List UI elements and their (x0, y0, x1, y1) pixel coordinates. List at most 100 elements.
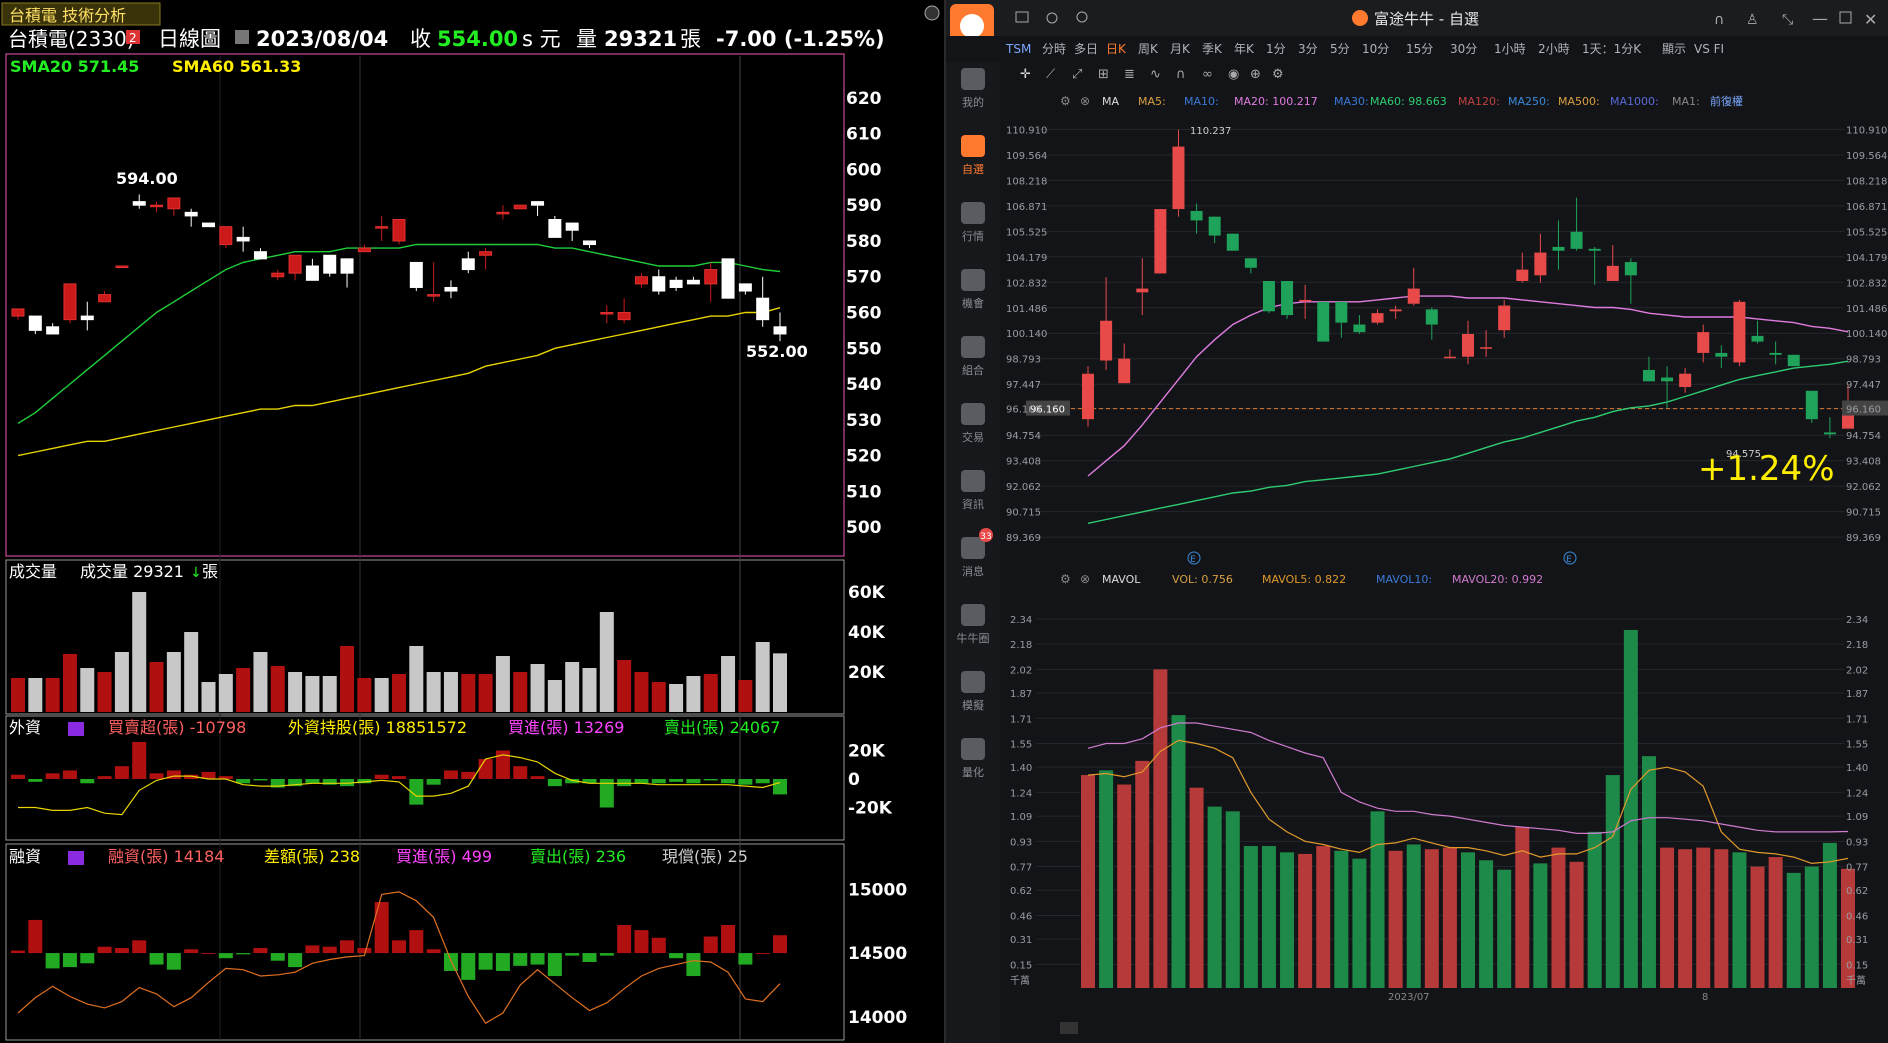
volume-bar (1352, 858, 1367, 988)
link-icon[interactable]: ∞ (1202, 67, 1213, 82)
vol-tick-left: 2.02 (1010, 665, 1032, 676)
margin-bar (253, 947, 268, 954)
tab-3[interactable]: 周K (1138, 42, 1159, 56)
tab-7[interactable]: 1分 (1266, 42, 1286, 56)
close-icon[interactable]: ✕ (1864, 10, 1877, 29)
volume-bar (270, 666, 285, 712)
tab-5[interactable]: 季K (1202, 42, 1223, 56)
sidebar-item-6[interactable]: 資訊 (961, 470, 985, 511)
margin-list-icon[interactable] (68, 851, 84, 865)
sidebar-label: 消息 (962, 564, 984, 578)
margin-bar (166, 953, 181, 970)
eye-icon[interactable]: ◉ (1228, 67, 1239, 82)
volume-bar (374, 678, 389, 712)
vol-tick: 0.31 (1846, 935, 1868, 946)
minimize-icon[interactable]: — (1812, 9, 1828, 28)
candle (1588, 246, 1601, 285)
svg-text:E: E (1566, 555, 1572, 565)
tab-15[interactable]: 1天：1分K (1582, 42, 1642, 56)
crosshair-icon[interactable]: ✛ (1020, 67, 1031, 82)
volume-bar (288, 672, 303, 712)
channel-tool-icon[interactable]: ⊞ (1098, 67, 1109, 82)
tab-12[interactable]: 30分 (1450, 42, 1477, 56)
event-marker-1[interactable] (1187, 551, 1201, 565)
volume-bar (1732, 852, 1747, 988)
magnet-icon[interactable]: ∩ (1176, 67, 1186, 82)
volume-bar (669, 684, 684, 712)
tab-1[interactable]: 多日 (1074, 42, 1098, 56)
sidebar-item-5[interactable]: 交易 (961, 403, 985, 444)
candle (617, 298, 631, 324)
search-icon[interactable] (1076, 11, 1088, 23)
margin-bar (755, 953, 770, 955)
candle (115, 265, 129, 268)
foreign-list-icon[interactable] (68, 722, 84, 736)
tab-6[interactable]: 年K (1234, 42, 1255, 56)
tech-analysis-tab[interactable] (1, 2, 161, 26)
sidebar-item-4[interactable]: 組合 (961, 336, 985, 377)
collapse-icon[interactable]: ⤡ (1782, 12, 1793, 28)
tab-14[interactable]: 2小時 (1538, 42, 1570, 56)
wave-tool-icon[interactable]: ∿ (1150, 67, 1161, 82)
ma120-label: MA120: (1458, 95, 1500, 108)
vol-settings-icon[interactable]: ⚙ (1060, 572, 1071, 586)
menu-icon[interactable] (1015, 11, 1029, 23)
volume-bar (565, 662, 580, 712)
tab-17[interactable]: VS FI (1694, 42, 1724, 56)
shirt-icon[interactable]: ♙ (1746, 12, 1759, 28)
chart-type-dropdown-icon[interactable] (235, 30, 249, 44)
sidebar-item-9[interactable]: 模擬 (961, 671, 985, 712)
ma20-line (1087, 295, 1849, 477)
tab-11[interactable]: 15分 (1406, 42, 1433, 56)
vol-tick-left: 0.31 (1010, 935, 1032, 946)
foreign-bar (461, 771, 476, 779)
line-tool-icon[interactable]: ⟋ (1046, 67, 1056, 82)
adjust-label[interactable]: 前復權 (1710, 94, 1743, 108)
fib-tool-icon[interactable]: ≣ (1124, 67, 1135, 82)
tab-9[interactable]: 5分 (1330, 42, 1350, 56)
ray-tool-icon[interactable]: ⤢ (1072, 67, 1082, 82)
foreign-bar (97, 776, 112, 779)
more-icon[interactable] (1060, 1022, 1078, 1034)
event-marker-2[interactable] (1563, 551, 1577, 565)
sidebar-item-8[interactable]: 牛牛圈 (957, 604, 990, 645)
vol-tick: 2.18 (1846, 640, 1868, 651)
ma-close-icon[interactable]: ⊗ (1080, 94, 1090, 108)
candle (496, 205, 510, 220)
margin-bar (184, 949, 199, 954)
tab-16[interactable]: 顯示 (1662, 42, 1686, 56)
tab-2[interactable]: 日K (1106, 42, 1127, 56)
ma-label: MA (1102, 95, 1119, 108)
sidebar-item-2[interactable]: 行情 (961, 202, 985, 243)
sidebar-label: 機會 (962, 296, 984, 310)
bell-icon[interactable] (1046, 12, 1058, 24)
ma-settings-icon[interactable]: ⚙ (1060, 94, 1071, 108)
code-icon (961, 738, 985, 760)
volume-bar (305, 676, 320, 712)
vol-close-icon[interactable]: ⊗ (1080, 572, 1090, 586)
maximize-icon[interactable] (1839, 11, 1852, 24)
volume-bar (634, 672, 649, 712)
sidebar-item-7[interactable]: 消息 33 (961, 528, 993, 578)
headset-icon[interactable]: ∩ (1714, 12, 1724, 28)
tab-13[interactable]: 1小時 (1494, 42, 1526, 56)
sidebar-item-3[interactable]: 機會 (961, 269, 985, 310)
settings-icon[interactable]: ⚙ (1272, 67, 1284, 82)
tab-4[interactable]: 月K (1170, 42, 1191, 56)
sidebar-item-0[interactable]: 我的 (961, 68, 985, 109)
sidebar-item-10[interactable]: 量化 (961, 738, 985, 779)
sidebar-item-1[interactable]: 自選 (961, 135, 985, 176)
volume-bar (1497, 869, 1512, 988)
price-tick: 520 (846, 447, 882, 467)
tab-8[interactable]: 3分 (1298, 42, 1318, 56)
tab-0[interactable]: 分時 (1042, 42, 1066, 56)
foreign-bar (149, 773, 164, 779)
ma500-label: MA500: (1558, 95, 1600, 108)
foreign-bar (340, 779, 355, 787)
tab-10[interactable]: 10分 (1362, 42, 1389, 56)
zoom-icon[interactable] (924, 5, 940, 21)
lock-icon[interactable]: ⊕ (1250, 67, 1261, 82)
volume-panel-frame (5, 559, 845, 715)
symbol-label[interactable]: TSM (1005, 42, 1031, 56)
candle (479, 248, 493, 270)
